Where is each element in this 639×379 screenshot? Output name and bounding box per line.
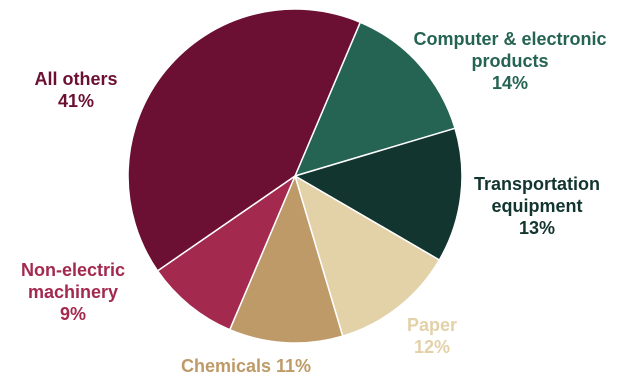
slice-label-line: Chemicals 11%	[181, 356, 311, 376]
slice-label-line: 13%	[519, 218, 555, 238]
slice-label-non-electric-machinery: Non-electric machinery 9%	[21, 260, 125, 324]
pie-labels: Computer & electronic products 14% Transpor…	[21, 29, 607, 376]
slice-label-line: 9%	[60, 304, 86, 324]
slice-label-line: Transportation	[474, 174, 600, 194]
slice-label-line: All others	[34, 69, 117, 89]
slice-label-line: Non-electric	[21, 260, 125, 280]
pie-slice-transportation-equipment	[293, 127, 463, 262]
slice-label-all-others: All others 41%	[34, 69, 117, 111]
slice-label-line: 12%	[414, 337, 450, 357]
slice-label-line: Computer & electronic	[413, 29, 606, 49]
slice-label-line: 41%	[58, 91, 94, 111]
slice-label-computer-and-electronic-products: Computer & electronic products 14%	[413, 29, 606, 93]
slice-label-line: equipment	[491, 196, 582, 216]
slice-label-line: products	[471, 51, 548, 71]
pie-slices	[127, 8, 463, 344]
pie-slice-computer-and-electronic-products	[293, 21, 456, 178]
slice-label-line: machinery	[28, 282, 118, 302]
slice-label-chemicals: Chemicals 11%	[181, 356, 311, 376]
pie-slice-all-others	[127, 8, 362, 272]
slice-label-line: Paper	[407, 315, 457, 335]
pie-slice-chemicals	[228, 173, 344, 344]
pie-slice-non-electric-machinery	[156, 173, 297, 331]
slice-label-line: 14%	[492, 73, 528, 93]
slice-label-paper: Paper 12%	[407, 315, 457, 357]
slice-label-transportation-equipment: Transportation equipment 13%	[474, 174, 600, 238]
